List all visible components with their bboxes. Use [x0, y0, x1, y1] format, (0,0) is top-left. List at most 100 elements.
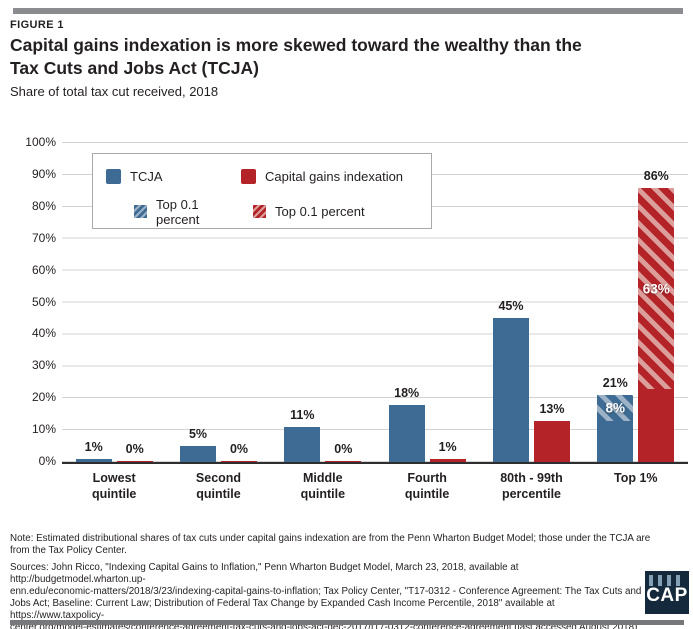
y-tick-label: 90%	[31, 166, 56, 181]
cgi-bar: 0%	[116, 143, 153, 462]
legend-item-top01-tcja: Top 0.1 percent	[106, 195, 241, 228]
y-tick-label: 70%	[31, 230, 56, 245]
bar-value-label: 1%	[438, 440, 457, 454]
bar-value-label: 18%	[394, 386, 420, 400]
figure-subtitle: Share of total tax cut received, 2018	[10, 84, 219, 99]
source-line: center.org/model-estimates/conference-ag…	[10, 621, 638, 629]
sources-text: Sources: John Ricco, "Indexing Capital G…	[10, 562, 644, 629]
y-tick-label: 80%	[31, 198, 56, 213]
cap-logo: CAP	[645, 571, 689, 614]
category-label: Top 1%	[614, 471, 658, 485]
tcja-bar: 8% 21%	[597, 143, 634, 462]
tcja-hatch-segment: 8%	[597, 395, 634, 421]
y-axis: 100% 90% 80% 70% 60% 50% 40% 30% 20% 10% 0%	[4, 135, 56, 468]
tcja-hatch-swatch	[134, 205, 147, 218]
bar-group: 11% 0%	[271, 143, 375, 462]
cgi-solid-segment	[325, 461, 362, 462]
cgi-bar-fill	[116, 461, 153, 462]
cgi-bar-fill	[220, 461, 257, 462]
hatch-value-label: 8%	[605, 400, 626, 416]
cgi-bar: 13%	[533, 143, 570, 462]
bar-value-label: 5%	[188, 427, 208, 441]
legend-label-tcja: TCJA	[130, 168, 163, 184]
tcja-bar-fill	[492, 318, 529, 462]
y-tick-label: 100%	[25, 135, 56, 149]
legend-item-cgi: Capital gains indexation	[241, 167, 431, 185]
legend-label-cgi: Capital gains indexation	[265, 168, 404, 184]
cgi-solid-segment	[533, 421, 570, 462]
cgi-bar-fill	[533, 421, 570, 462]
tcja-bar-fill: 8%	[597, 395, 634, 462]
x-axis: Lowest quintile Second quintile Middle qui…	[62, 470, 688, 503]
bar-value-label: 0%	[229, 442, 249, 456]
tcja-solid-segment	[284, 427, 321, 462]
tcja-bar-fill	[388, 405, 425, 462]
category-label: Lowest quintile	[91, 471, 137, 502]
tcja-bar: 45%	[492, 143, 529, 462]
category-label: Fourth quintile	[404, 471, 450, 502]
bar-value-label: 45%	[498, 299, 524, 313]
bar-group: 18% 1%	[375, 143, 479, 462]
top-rule	[13, 8, 683, 14]
bar-group: 5% 0%	[166, 143, 270, 462]
y-tick-label: 30%	[31, 358, 56, 373]
y-tick-label: 0%	[38, 454, 56, 468]
tcja-solid-segment	[597, 421, 634, 462]
tcja-bar: 11%	[284, 143, 321, 462]
tcja-bar: 1%	[75, 143, 112, 462]
note-line: Note: Estimated distributional shares of…	[10, 533, 651, 544]
legend-item-top01-cgi: Top 0.1 percent	[241, 195, 431, 228]
bar-value-label: 0%	[125, 442, 144, 456]
bar-value-label: 13%	[539, 402, 565, 416]
category-label: 80th - 99th percentile	[500, 471, 563, 502]
cgi-bar: 1%	[429, 143, 466, 462]
note-line: from the Tax Policy Center.	[10, 544, 127, 556]
cgi-bar: 0%	[220, 143, 257, 462]
cgi-bar-fill: 63%	[638, 188, 675, 462]
cap-logo-text: CAP	[646, 585, 688, 606]
tcja-swatch	[106, 168, 121, 184]
y-tick-label: 20%	[31, 390, 56, 405]
y-tick-label: 50%	[31, 294, 56, 309]
cgi-solid-segment	[116, 461, 153, 462]
bar-group: 45% 13%	[479, 143, 583, 462]
cgi-bar-fill	[325, 461, 362, 462]
bar-value-label: 21%	[602, 376, 628, 390]
tcja-bar-fill	[75, 459, 112, 462]
bar-group: 1% 0%	[62, 143, 166, 462]
source-line: enn.edu/economic-matters/2018/3/23/index…	[10, 585, 642, 597]
legend-label-top01-cgi: Top 0.1 percent	[275, 204, 365, 219]
tcja-bar: 5%	[179, 143, 216, 462]
bar-value-label: 1%	[84, 440, 103, 454]
y-tick-label: 40%	[31, 326, 56, 341]
figure-label: FIGURE 1	[10, 19, 64, 31]
legend-item-tcja: TCJA	[106, 167, 241, 185]
tcja-bar: 18%	[388, 143, 425, 462]
bottom-rule	[10, 620, 684, 625]
legend-label-top01-tcja: Top 0.1 percent	[156, 196, 200, 227]
tcja-solid-segment	[492, 318, 529, 462]
cgi-bar: 0%	[325, 143, 362, 462]
category-label: Middle quintile	[300, 471, 346, 502]
cgi-hatch-segment: 63%	[638, 188, 675, 389]
tcja-solid-segment	[179, 446, 216, 462]
cgi-bar-fill	[429, 459, 466, 462]
source-line: Sources: John Ricco, "Indexing Capital G…	[10, 562, 519, 585]
cgi-solid-segment	[638, 389, 675, 462]
tcja-bar-fill	[179, 446, 216, 462]
tcja-bar-fill	[284, 427, 321, 462]
bar-value-label: 86%	[643, 169, 669, 183]
bar-value-label: 11%	[290, 408, 315, 422]
y-tick-label: 10%	[31, 422, 56, 437]
cgi-solid-segment	[429, 459, 466, 462]
cgi-bar: 63% 86%	[638, 143, 675, 462]
note-text: Note: Estimated distributional shares of…	[10, 533, 672, 557]
tcja-solid-segment	[388, 405, 425, 462]
tcja-solid-segment	[75, 459, 112, 462]
bar-value-label: 0%	[334, 442, 353, 456]
source-line: Jobs Act; Baseline: Current Law; Distrib…	[10, 597, 555, 621]
cgi-swatch	[241, 168, 256, 184]
y-tick-label: 60%	[31, 262, 56, 277]
figure-title: Capital gains indexation is more skewed …	[10, 35, 582, 79]
